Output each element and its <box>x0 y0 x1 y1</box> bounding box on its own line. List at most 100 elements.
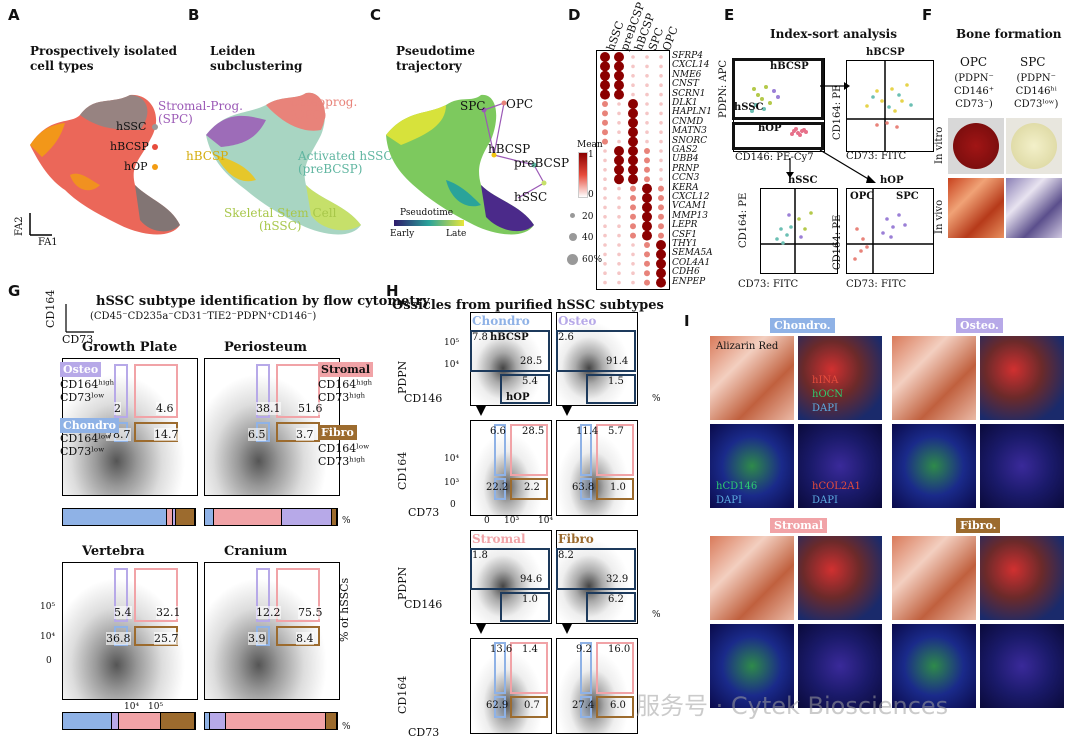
g-gate-value-chondro: 3.9 <box>248 632 266 645</box>
g-gate-stromal <box>134 568 178 622</box>
panel-d-dotplot <box>596 50 670 290</box>
i-if-image-cd146 <box>710 624 794 708</box>
h-tick-t4: 10³ <box>444 478 460 488</box>
dotplot-dot <box>631 64 635 69</box>
size-dot-60 <box>567 254 578 265</box>
gate-label-hop: hOP <box>758 123 782 134</box>
h-gate-ul <box>580 424 592 476</box>
dotplot-dot <box>603 177 607 181</box>
h-tick-t5: 0 <box>450 500 456 510</box>
dotplot-gene-label: SCRN1 <box>672 88 706 99</box>
dotplot-gene-label: CDH6 <box>672 267 700 278</box>
dotplot-dot <box>614 164 624 175</box>
dotplot-dot <box>628 127 638 138</box>
subplot-hbcsp-title: hBCSP <box>866 47 905 58</box>
dotplot-dot <box>603 196 607 200</box>
dotplot-dot <box>602 119 608 126</box>
f-opc-name: OPC <box>960 55 988 69</box>
i-histology-image <box>892 536 976 620</box>
i-tag-3: Fibro. <box>956 518 1001 533</box>
dotplot-dot <box>644 270 650 277</box>
dotplot-dot <box>617 224 621 228</box>
i-if-image-cd146 <box>892 424 976 508</box>
panel-letter-c: C <box>370 6 382 24</box>
cluster-activated-label: Activated hSSC (preBCSP) <box>298 149 393 176</box>
dotplot-gene-label: MMP13 <box>672 210 708 221</box>
panel-g-title: hSSC subtype identification by flow cyto… <box>96 294 430 309</box>
h-gate-lr <box>510 478 548 500</box>
h-top-plot <box>470 530 552 624</box>
dotplot-mean-label: Mean <box>577 140 603 150</box>
dotplot-dot <box>628 136 638 147</box>
h-tick-t1: 10⁵ <box>444 338 460 348</box>
h-group-name: Osteo <box>558 314 597 328</box>
h-down-arrow <box>476 624 486 634</box>
gate-label-hssc: hSSC <box>734 102 764 113</box>
watermark: 服务号 · Cytek Biosciences <box>636 692 949 720</box>
dotplot-dot <box>614 146 624 156</box>
panel-g-subtitle: (CD45⁻CD235a⁻CD31⁻TIE2⁻PDPN⁺CD146⁻) <box>90 311 317 322</box>
h-gate-ur <box>510 642 548 694</box>
g-flow-plot <box>204 562 340 700</box>
dotplot-dot <box>656 258 666 269</box>
dotplot-gene-label: SNORC <box>672 135 708 146</box>
dotplot-dot <box>631 243 635 247</box>
panel-e-title: Index-sort analysis <box>770 27 897 41</box>
g-gate-stromal <box>276 568 320 622</box>
h-axis-cd73-1: CD73 <box>408 506 440 519</box>
dotplot-dot <box>617 130 621 134</box>
g-tag-fibro: Fibro <box>318 425 357 440</box>
dotplot-dot <box>603 262 607 266</box>
g-gate-osteo <box>256 364 270 418</box>
g-pct-top: % <box>342 516 351 526</box>
panel-a-umap <box>29 94 180 236</box>
dotplot-dot <box>645 102 649 106</box>
cluster-skeletal-label: Skeletal Stem Cell (hSSC) <box>224 206 337 233</box>
g-axis-cd164: CD164 <box>44 289 57 328</box>
label-hbcsp: hBCSP <box>110 140 149 153</box>
dotplot-dot <box>600 80 610 91</box>
dotplot-dot <box>656 249 666 260</box>
g-gate-stromal <box>134 364 178 418</box>
dotplot-dot <box>631 280 635 285</box>
i-stain-dapi2: DAPI <box>716 495 742 506</box>
dotplot-dot <box>617 196 621 200</box>
dotplot-mean-min: 0 <box>588 190 594 200</box>
dotplot-dot <box>628 99 638 109</box>
i-if-image-top <box>798 536 882 620</box>
cluster-opc-label: Osteoprog. (OPC) <box>290 95 358 122</box>
g-gate-fibro <box>276 626 320 646</box>
axis-cd146-pecy7: CD146: PE-Cy7 <box>735 152 814 163</box>
dotplot-gene-label: VCAM1 <box>672 201 707 212</box>
dotplot-dot <box>602 101 608 107</box>
g-gate-value-fibro: 25.7 <box>154 632 179 645</box>
dot-hbcsp <box>152 144 158 150</box>
h-gate-hop <box>586 592 636 622</box>
h-gate-ur <box>596 642 634 694</box>
panel-c-title: Pseudotime trajectory <box>396 44 475 73</box>
dotplot-dot <box>659 111 663 116</box>
dotplot-dot <box>631 252 635 257</box>
dotplot-dot <box>645 130 649 134</box>
dotplot-dot <box>645 139 649 144</box>
dotplot-dot <box>644 166 650 173</box>
g-gate-osteo <box>114 364 128 418</box>
dotplot-dot <box>659 121 663 125</box>
g-gate-value-fibro: 3.7 <box>296 428 314 441</box>
h-gate-ll <box>580 478 592 500</box>
f-spc-in-vivo-image <box>1006 178 1062 238</box>
dotplot-dot <box>600 70 610 81</box>
h-down-arrow <box>562 406 572 416</box>
label-hssc: hSSC <box>116 120 147 133</box>
h-tick-x1: 10³ <box>504 516 520 526</box>
h-q-ur: 28.5 <box>522 426 545 437</box>
dotplot-dot <box>658 185 664 192</box>
g-gate-value-stromal: 51.6 <box>298 402 323 415</box>
dotplot-dot <box>645 74 649 78</box>
dotplot-dot <box>631 74 635 78</box>
g-pct-bottom: % <box>342 722 351 732</box>
pseudotime-legend-title: Pseudotime <box>400 208 454 218</box>
dotplot-dot <box>617 271 621 275</box>
h-gate-hbcsp <box>470 548 550 590</box>
f-spc-markers: (PDPN⁻ CD146ʰⁱ CD73ˡᵒʷ) <box>1014 73 1059 110</box>
